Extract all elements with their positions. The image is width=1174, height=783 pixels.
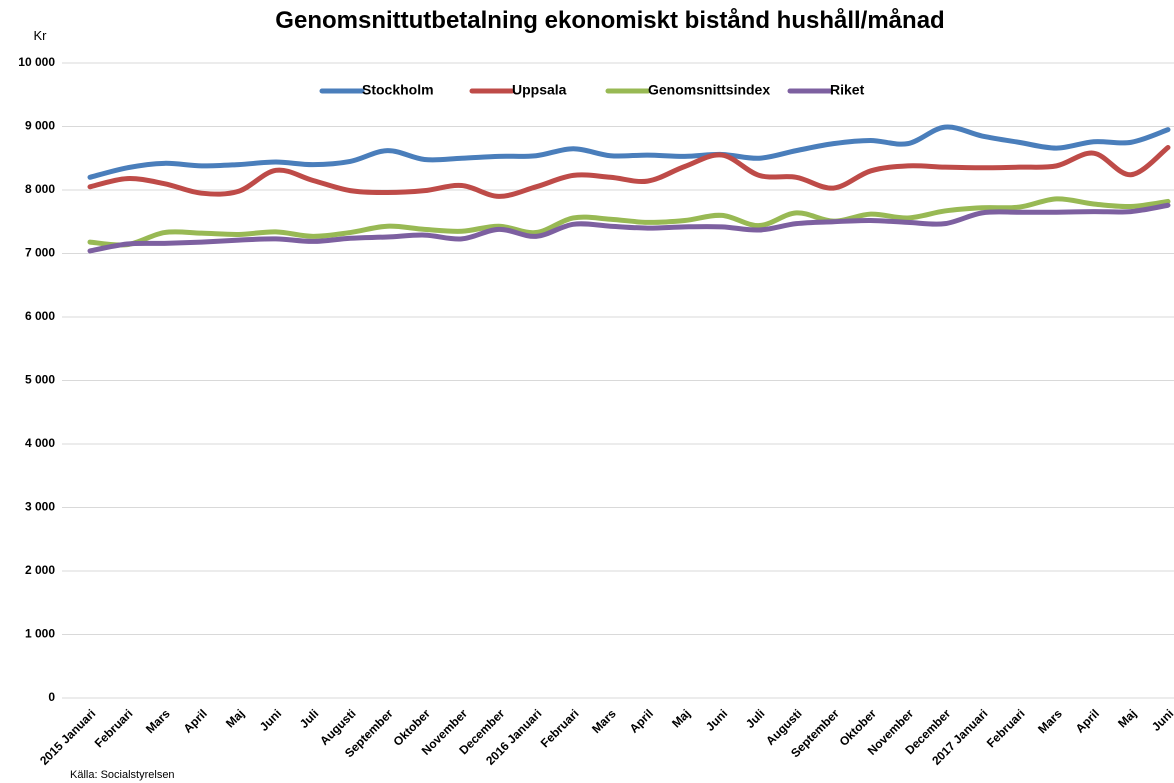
x-tick-label: Februari: [984, 706, 1028, 750]
x-tick-label: Juli: [743, 706, 768, 731]
y-tick-label: 4 000: [25, 436, 55, 450]
y-tick-label: 7 000: [25, 246, 55, 260]
data-line: [87, 144, 1171, 199]
y-tick-label: 1 000: [25, 627, 55, 641]
x-tick-label: Maj: [1115, 706, 1139, 730]
data-line: [87, 202, 1171, 254]
y-tick-label: 5 000: [25, 373, 55, 387]
x-tick-label: April: [627, 706, 656, 735]
x-tick-label: Maj: [223, 706, 247, 730]
chart-title: Genomsnittutbetalning ekonomiskt bistånd…: [275, 7, 944, 34]
legend-label: Uppsala: [512, 82, 567, 98]
x-tick-label: April: [1073, 706, 1102, 735]
data-line: [87, 124, 1171, 180]
x-tick-label: Maj: [669, 706, 693, 730]
y-axis-label: Kr: [34, 28, 48, 43]
y-tick-label: 9 000: [25, 119, 55, 133]
y-tick-label: 8 000: [25, 182, 55, 196]
y-tick-label: 10 000: [18, 55, 55, 69]
x-tick-label: Februari: [538, 706, 582, 750]
legend-label: Genomsnittsindex: [648, 82, 770, 98]
x-tick-label: Juni: [1149, 706, 1174, 733]
x-tick-label: Februari: [92, 706, 136, 750]
x-tick-label: Mars: [143, 706, 173, 736]
legend-label: Riket: [830, 82, 865, 98]
x-tick-label: Juni: [257, 706, 284, 733]
y-tick-label: 2 000: [25, 563, 55, 577]
source-note: Källa: Socialstyrelsen: [70, 769, 175, 781]
y-tick-label: 6 000: [25, 309, 55, 323]
x-tick-label: 2015 Januari: [37, 706, 98, 767]
x-tick-label: Mars: [1035, 706, 1065, 736]
legend-label: Stockholm: [362, 82, 434, 98]
x-tick-label: April: [181, 706, 210, 735]
y-tick-label: 0: [48, 690, 55, 704]
y-tick-label: 3 000: [25, 500, 55, 514]
x-tick-label: Juni: [703, 706, 730, 733]
x-tick-label: Juli: [297, 706, 322, 731]
x-tick-label: Mars: [589, 706, 619, 736]
data-line: [87, 196, 1171, 248]
